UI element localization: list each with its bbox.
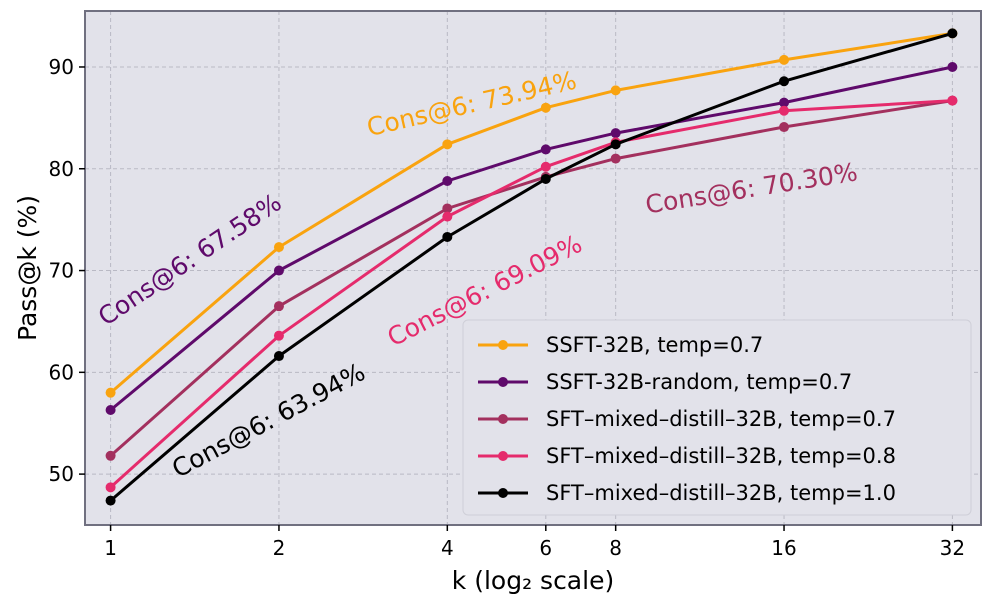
data-point <box>105 404 116 415</box>
data-point <box>779 54 790 65</box>
data-point <box>105 450 116 461</box>
x-tick-label: 4 <box>441 536 454 560</box>
data-point <box>442 175 453 186</box>
data-point <box>779 76 790 87</box>
data-point <box>610 153 621 164</box>
data-point <box>779 105 790 116</box>
y-tick-label: 90 <box>49 55 74 79</box>
legend-marker-1 <box>498 377 508 387</box>
data-point <box>442 139 453 150</box>
x-tick-label: 1 <box>104 536 117 560</box>
legend: SSFT-32B, temp=0.7 SSFT-32B-random, temp=… <box>462 319 972 516</box>
y-tick-label: 50 <box>49 462 74 486</box>
data-point <box>105 387 116 398</box>
y-tick-label: 70 <box>49 259 74 283</box>
legend-marker-4 <box>498 488 508 498</box>
data-point <box>105 495 116 506</box>
x-tick-label: 6 <box>539 536 552 560</box>
legend-label-2: SFT–mixed–distill–32B, temp=0.7 <box>546 407 896 431</box>
legend-label-1: SSFT-32B-random, temp=0.7 <box>546 370 852 394</box>
x-axis-label: k (log₂ scale) <box>452 566 614 595</box>
data-point <box>442 211 453 222</box>
legend-marker-3 <box>498 451 508 461</box>
data-point <box>273 330 284 341</box>
data-point <box>947 61 958 72</box>
data-point <box>273 301 284 312</box>
legend-label-0: SSFT-32B, temp=0.7 <box>546 333 763 357</box>
legend-label-3: SFT–mixed–distill–32B, temp=0.8 <box>546 444 896 468</box>
data-point <box>540 161 551 172</box>
data-point <box>779 122 790 133</box>
legend-marker-0 <box>498 340 508 350</box>
series-lines <box>105 28 958 506</box>
axes: 1 2 4 6 8 16 32 50 60 70 80 90 <box>49 55 966 560</box>
data-point <box>442 231 453 242</box>
legend-box <box>462 319 972 516</box>
y-tick-label: 80 <box>49 157 74 181</box>
x-tick-label: 16 <box>771 536 796 560</box>
data-point <box>610 85 621 96</box>
data-point <box>273 242 284 253</box>
x-tick-label: 8 <box>609 536 622 560</box>
x-tick-label: 32 <box>940 536 965 560</box>
data-point <box>947 28 958 39</box>
y-tick-label: 60 <box>49 360 74 384</box>
legend-marker-2 <box>498 414 508 424</box>
y-axis-label: Pass@k (%) <box>13 195 42 341</box>
plot-frame <box>84 10 982 526</box>
data-point <box>540 144 551 155</box>
data-point <box>540 173 551 184</box>
data-point <box>273 265 284 276</box>
data-point <box>779 97 790 108</box>
legend-label-4: SFT–mixed–distill–32B, temp=1.0 <box>546 481 896 505</box>
data-point <box>273 351 284 362</box>
data-point <box>947 95 958 106</box>
x-tick-label: 2 <box>273 536 286 560</box>
data-point <box>610 128 621 139</box>
data-point <box>442 203 453 214</box>
data-point <box>105 482 116 493</box>
data-point <box>610 139 621 150</box>
data-point <box>540 102 551 113</box>
